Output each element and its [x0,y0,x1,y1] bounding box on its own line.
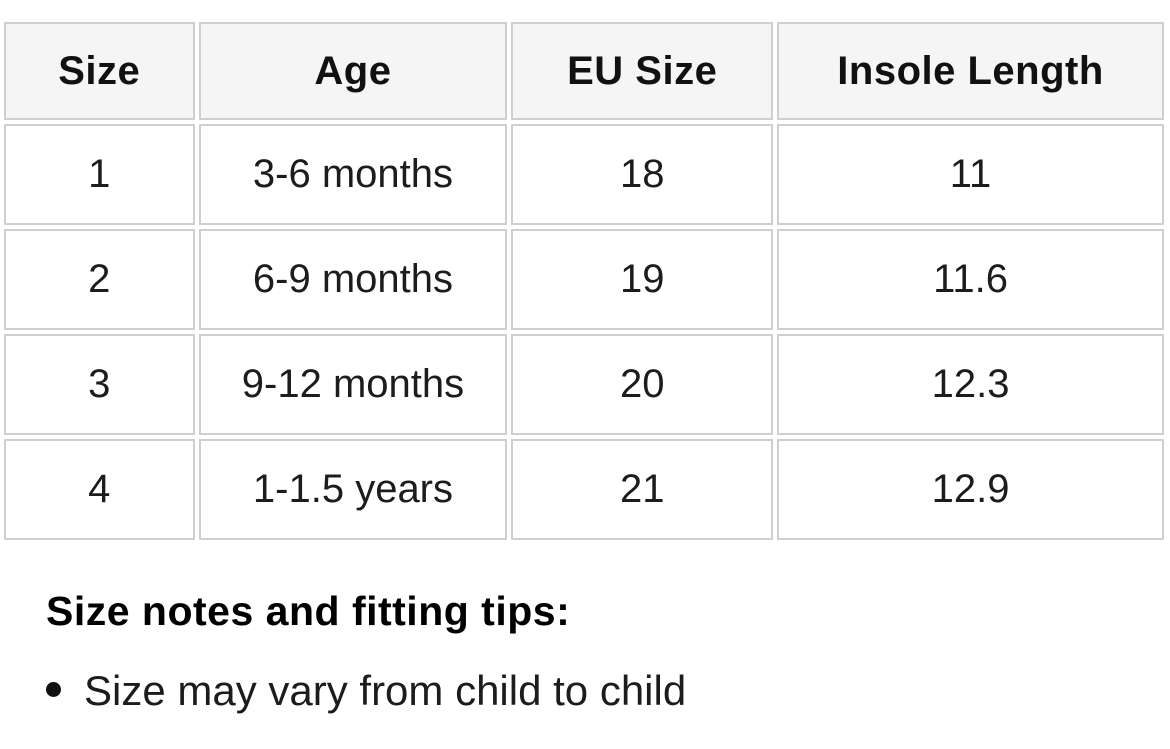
cell-insole-length: 12.3 [777,334,1164,435]
bullet-icon [46,682,61,698]
notes-list: Size may vary from child to child [0,665,1170,718]
cell-age: 9-12 months [198,334,508,435]
cell-insole-length: 11 [777,124,1164,225]
note-item: Size may vary from child to child [0,665,1170,718]
cell-size: 3 [4,334,195,435]
cell-size: 2 [4,229,195,330]
cell-size: 1 [4,124,195,225]
cell-age: 1-1.5 years [198,439,508,540]
column-header-age: Age [198,22,508,120]
cell-eu-size: 18 [511,124,774,225]
cell-insole-length: 11.6 [777,229,1164,330]
column-header-insole-length: Insole Length [777,22,1164,120]
cell-insole-length: 12.9 [777,439,1164,540]
column-header-size: Size [4,22,195,120]
cell-age: 6-9 months [198,229,508,330]
cell-eu-size: 21 [511,439,774,540]
notes-heading: Size notes and fitting tips: [46,588,571,634]
table-row: 3 9-12 months 20 12.3 [4,334,1164,435]
column-header-eu-size: EU Size [511,22,774,120]
table-row: 4 1-1.5 years 21 12.9 [4,439,1164,540]
cell-eu-size: 19 [511,229,774,330]
note-item-text: Size may vary from child to child [84,667,687,715]
table-row: 2 6-9 months 19 11.6 [4,229,1164,330]
cell-eu-size: 20 [511,334,774,435]
cell-age: 3-6 months [198,124,508,225]
table-row: 1 3-6 months 18 11 [4,124,1164,225]
table-header-row: Size Age EU Size Insole Length [4,22,1164,120]
size-chart-table: Size Age EU Size Insole Length 1 3-6 mon… [0,18,1168,544]
cell-size: 4 [4,439,195,540]
